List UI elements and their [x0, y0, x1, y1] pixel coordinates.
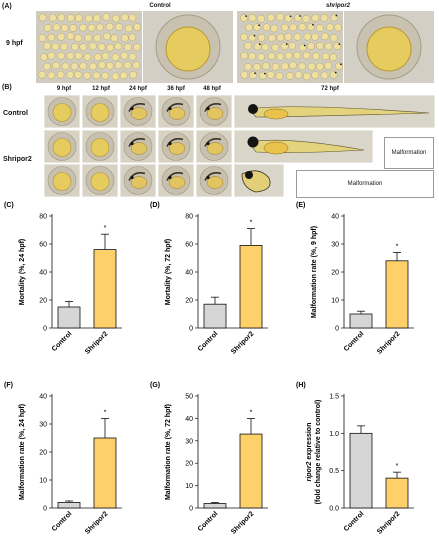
x-tick-label: Control: [197, 330, 220, 353]
x-tick-label: Control: [343, 330, 366, 353]
y-axis-label-2: (fold change relative to control): [315, 400, 322, 505]
y-tick-label: 20: [331, 270, 339, 277]
y-axis-label: Malformation rate (%, 9 hpf): [311, 226, 318, 318]
bar-shripor2: [385, 477, 409, 509]
y-tick-label: 20: [185, 298, 193, 305]
y-tick-label: 40: [185, 416, 193, 423]
y-tick-label: 40: [39, 270, 47, 277]
y-tick-label: 20: [185, 461, 193, 468]
bar-shripor2: [385, 260, 409, 329]
significance-marker: *: [250, 220, 253, 227]
chart-f: (F) 0 10 20 30 40 Malformation rate (%, 24 hpf…: [4, 382, 122, 536]
panel-label: (C): [4, 202, 14, 209]
y-axis-label: Malformation rate (%, 72 hpf): [165, 404, 172, 500]
y-tick-label: 40: [331, 214, 339, 221]
panel-b-row-control: Control: [3, 110, 28, 117]
y-tick-label: 30: [331, 242, 339, 249]
chart-d: (D) 0 20 40 60 80 Mortality (%, 72 hpf) Control…: [150, 202, 268, 356]
panel-label: (D): [150, 202, 160, 209]
bar-control: [57, 306, 81, 329]
panel-a-shripor2-header: shripor2: [325, 3, 350, 9]
y-tick-label: 40: [185, 270, 193, 277]
y-tick-label: 80: [39, 214, 47, 221]
panel-b-photos: [44, 95, 435, 198]
panel-a-row-label: 9 hpf: [6, 40, 23, 47]
y-tick-label: 0: [189, 326, 193, 333]
panel-label: (E): [296, 202, 305, 209]
panel-label: (H): [296, 382, 306, 389]
time-label-72hpf: 72 hpf: [321, 86, 339, 92]
chart-c: (C) 0 20 40 60 80 Mortality (%, 24 hpf) Control…: [4, 202, 122, 356]
malformation-label-1: Malformation: [391, 150, 427, 156]
time-label-48hpf: 48 hpf: [203, 86, 221, 92]
bar-charts: (C) 0 20 40 60 80 Mortality (%, 24 hpf) Control…: [4, 202, 414, 536]
bar-control: [349, 432, 373, 509]
bar-shripor2: [239, 433, 263, 509]
x-tick-label: Shripor2: [376, 510, 401, 535]
significance-marker: *: [396, 243, 399, 250]
y-tick-label: 0: [335, 326, 339, 333]
y-tick-label: 10: [39, 478, 47, 485]
panel-a-label: (A): [2, 3, 12, 10]
x-tick-label: Control: [51, 330, 74, 353]
chart-h: (H) 0.0 0.5 1.0 1.5 ripor2 expression (fold ch…: [296, 382, 414, 536]
y-tick-label: 60: [185, 242, 193, 249]
x-tick-label: Shripor2: [84, 510, 109, 535]
y-tick-label: 50: [185, 394, 193, 401]
bar-control: [57, 501, 81, 509]
malformation-box-2: Malformation: [296, 170, 434, 198]
x-tick-label: Shripor2: [230, 330, 255, 355]
bar-shripor2: [93, 249, 117, 329]
bar-control: [349, 313, 373, 329]
y-tick-label: 30: [185, 438, 193, 445]
y-axis-label: ripor2 expression: [306, 423, 313, 482]
y-tick-label: 1.0: [329, 431, 339, 438]
y-tick-label: 0.5: [329, 468, 339, 475]
panel-label: (G): [150, 382, 160, 389]
y-tick-label: 20: [39, 450, 47, 457]
bar-control: [203, 303, 227, 329]
bar-shripor2: [239, 245, 263, 329]
significance-marker: *: [396, 463, 399, 470]
y-tick-label: 0.0: [329, 506, 339, 513]
significance-marker: *: [250, 409, 253, 416]
y-tick-label: 0: [43, 506, 47, 513]
y-tick-label: 20: [39, 298, 47, 305]
y-axis-label: Mortality (%, 24 hpf): [19, 239, 26, 306]
bar-shripor2: [93, 437, 117, 509]
x-tick-label: Control: [343, 510, 366, 533]
x-tick-label: Shripor2: [84, 330, 109, 355]
chart-g: (G) 0 10 20 30 40 50 Malformation rate (%, 72 h…: [150, 382, 268, 536]
x-tick-label: Control: [197, 510, 220, 533]
panel-label: (F): [4, 382, 13, 389]
y-axis-label: Malformation rate (%, 24 hpf): [19, 404, 26, 500]
x-tick-label: Control: [51, 510, 74, 533]
time-label-12hpf: 12 hpf: [92, 86, 110, 92]
panel-b-row-shripor2: Shripor2: [3, 156, 32, 163]
panel-b-label: (B): [2, 84, 12, 91]
y-tick-label: 10: [331, 298, 339, 305]
y-tick-label: 10: [185, 483, 193, 490]
y-tick-label: 1.5: [329, 394, 339, 401]
significance-marker: *: [104, 225, 107, 232]
significance-marker: *: [104, 409, 107, 416]
time-label-24hpf: 24 hpf: [129, 86, 147, 92]
y-tick-label: 80: [185, 214, 193, 221]
malformation-box-1: Malformation: [384, 137, 434, 169]
chart-e: (E) 0 10 20 30 40 Malformation rate (%, 9 hpf)…: [296, 202, 414, 356]
bar-control: [203, 503, 227, 509]
panel-a-control-header: Control: [149, 3, 171, 9]
y-tick-label: 40: [39, 394, 47, 401]
time-label-36hpf: 36 hpf: [167, 86, 185, 92]
x-tick-label: Shripor2: [230, 510, 255, 535]
y-axis-label: Mortality (%, 72 hpf): [165, 239, 172, 306]
x-tick-label: Shripor2: [376, 330, 401, 355]
time-label-9hpf: 9 hpf: [56, 86, 72, 92]
y-tick-label: 30: [39, 422, 47, 429]
malformation-label-2: Malformation: [347, 181, 383, 187]
y-tick-label: 0: [43, 326, 47, 333]
panel-a-photos: [36, 11, 434, 83]
y-tick-label: 0: [189, 506, 193, 513]
y-tick-label: 60: [39, 242, 47, 249]
